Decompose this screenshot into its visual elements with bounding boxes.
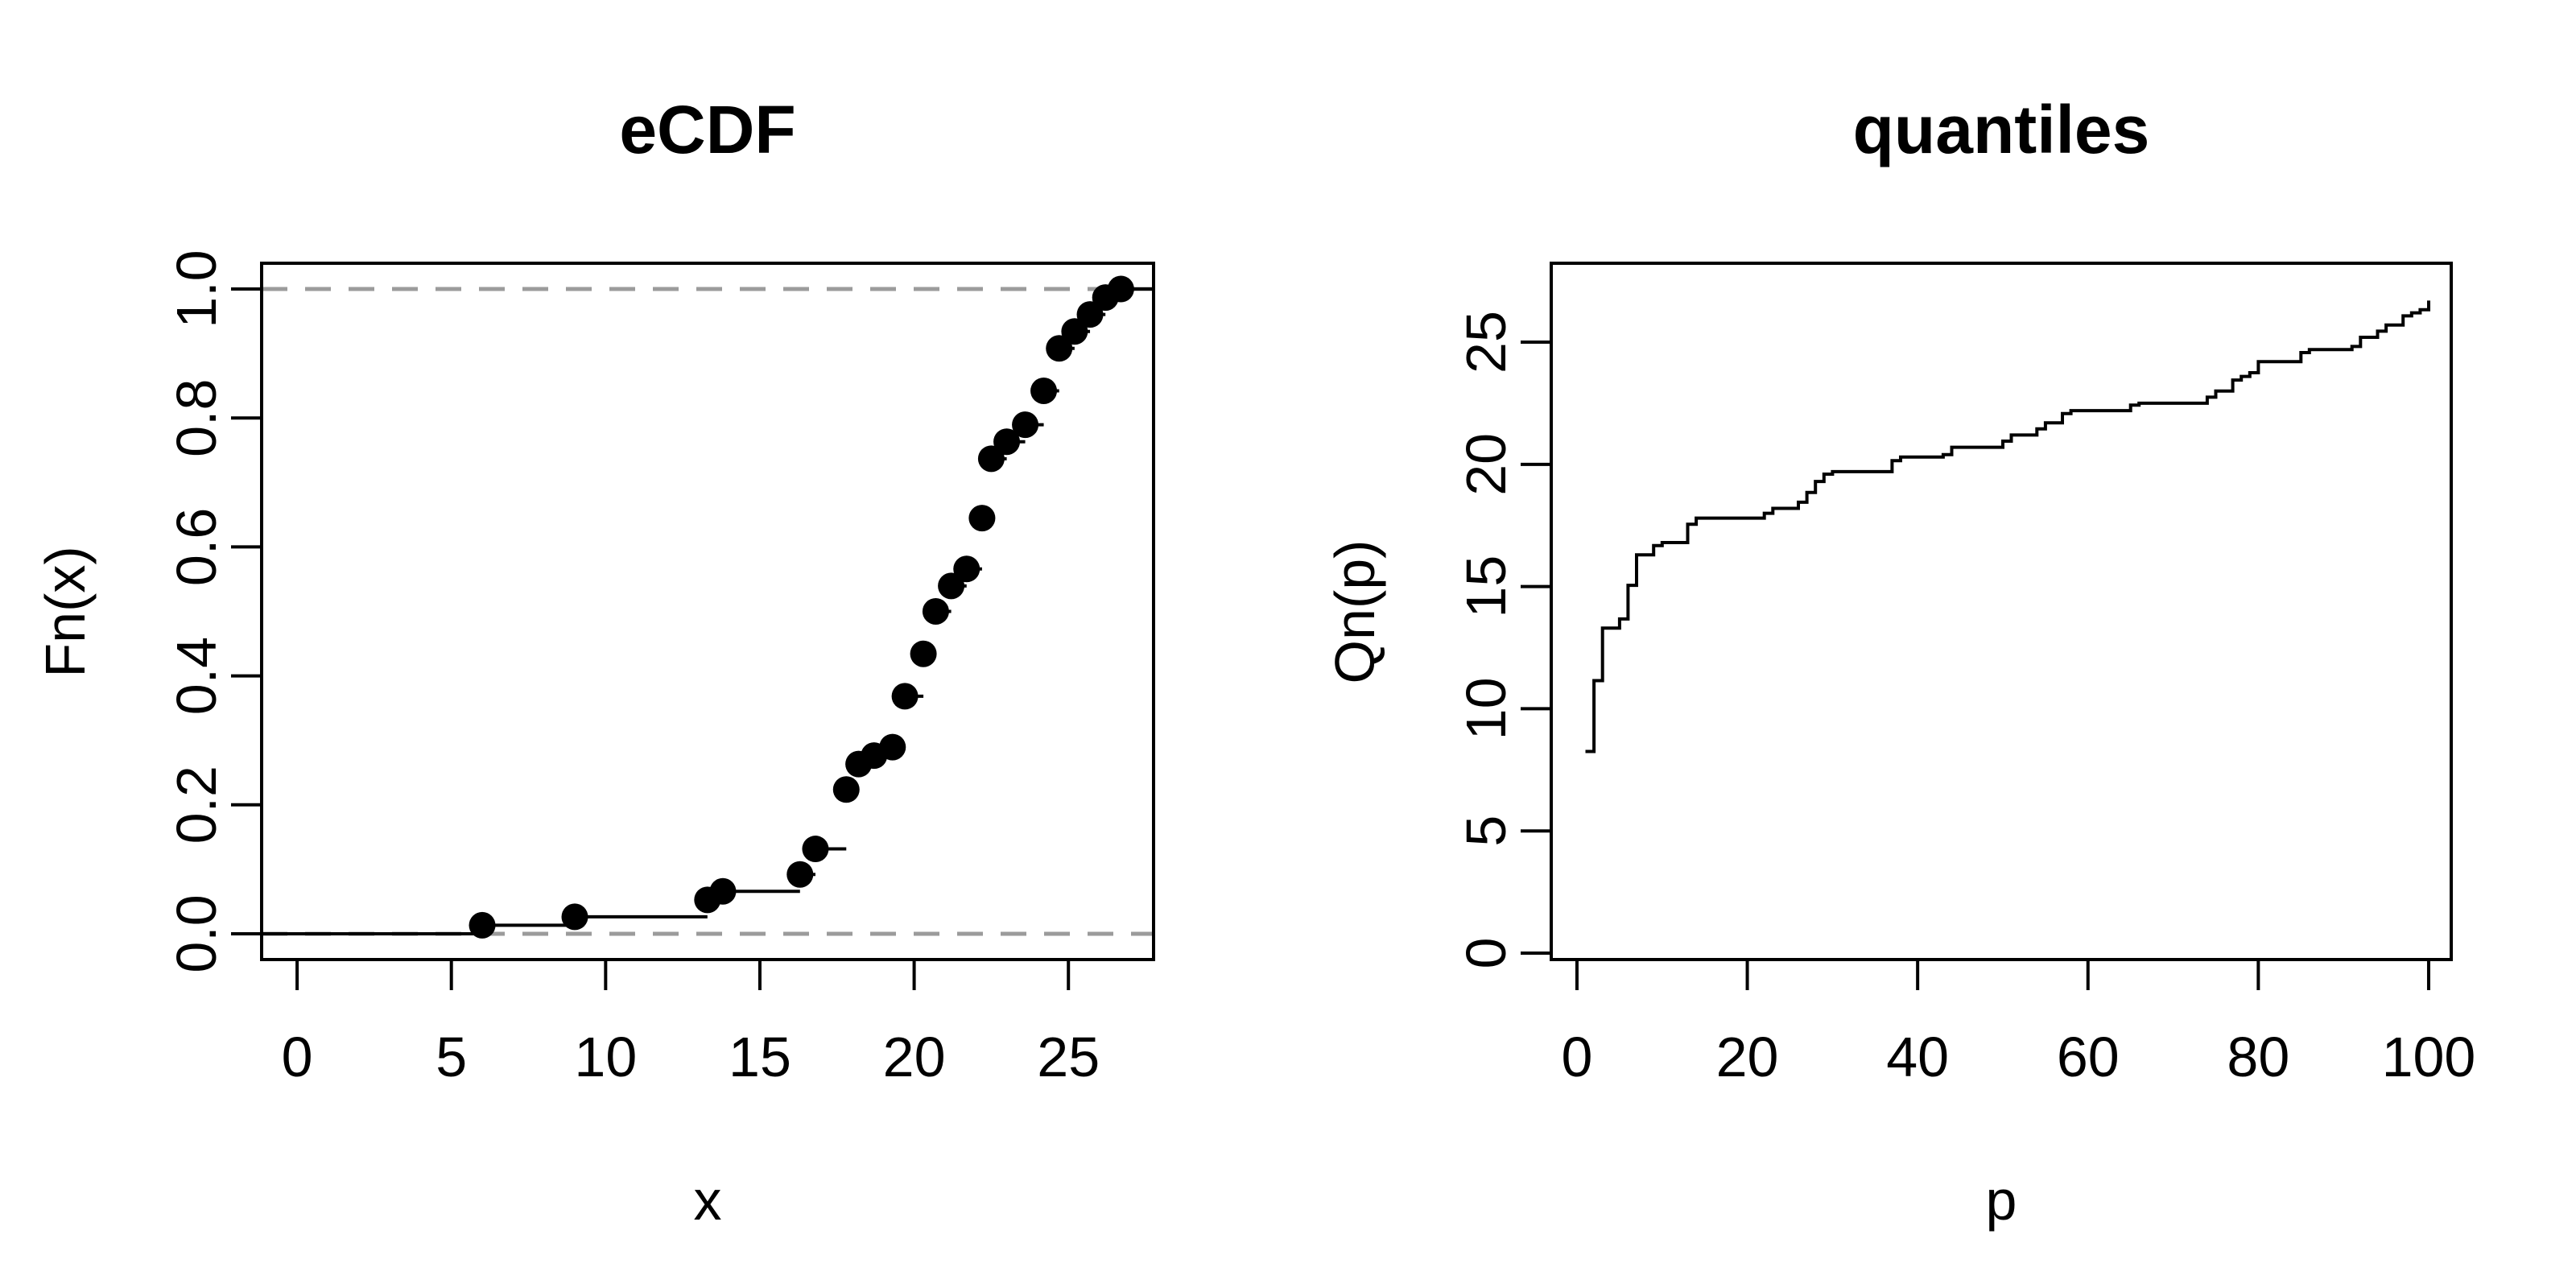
quantiles-title: quantiles [1853, 92, 2150, 167]
y-axis-tick-label: 10 [1455, 677, 1517, 740]
x-axis-tick-label: 25 [1037, 1026, 1100, 1088]
ecdf-panel: eCDF x Fn(x) 0 5 10 15 20 25 0.0 0.2 0.4 0.6 0.8 1.… [34, 92, 1155, 1232]
x-axis-tick-label: 0 [1561, 1026, 1592, 1088]
ecdf-point [832, 776, 860, 803]
plot-box [260, 262, 1155, 961]
ecdf-point [910, 640, 937, 667]
y-axis-tick-label: 0.2 [165, 766, 228, 844]
ecdf-point [879, 733, 906, 761]
x-axis-tick-label: 100 [2382, 1026, 2476, 1088]
ecdf-point [1061, 318, 1088, 345]
y-axis-tick-label: 0.6 [165, 508, 228, 586]
y-axis-tick-label: 0.8 [165, 379, 228, 457]
quantiles-panel: quantiles p Qn(p) 0 20 40 60 80 100 0 5 10 15 20 25 [1323, 92, 2475, 1232]
ecdf-point [891, 683, 919, 710]
ecdf-point [922, 598, 949, 625]
ecdf-point [561, 903, 588, 931]
ecdf-title: eCDF [619, 92, 795, 167]
ecdf-point [469, 911, 496, 939]
ecdf-point [1107, 275, 1134, 303]
x-axis-tick-label: 10 [574, 1026, 637, 1088]
x-axis-tick-label: 60 [2057, 1026, 2120, 1088]
ecdf-point [993, 428, 1021, 456]
ecdf-point [802, 836, 829, 863]
ecdf-xaxis-label: x [694, 1169, 722, 1232]
ecdf-plot-area: 0 5 10 15 20 25 0.0 0.2 0.4 0.6 0.8 1.0 [165, 250, 1155, 1088]
ecdf-point [968, 505, 996, 532]
quantiles-xaxis-label: p [1986, 1169, 2017, 1232]
y-axis-tick-label: 20 [1455, 433, 1517, 496]
x-axis-tick-label: 20 [1716, 1026, 1779, 1088]
quantiles-plot-area: 0 20 40 60 80 100 0 5 10 15 20 25 [1455, 262, 2476, 1088]
ecdf-point [977, 445, 1005, 473]
y-axis-tick-label: 0.4 [165, 637, 228, 715]
y-axis-tick-label: 0.0 [165, 894, 228, 972]
ecdf-point [786, 861, 814, 888]
y-axis-tick-label: 5 [1455, 815, 1517, 847]
y-axis-tick-label: 25 [1455, 311, 1517, 374]
x-axis-tick-label: 40 [1886, 1026, 1949, 1088]
x-axis-tick-label: 5 [436, 1026, 467, 1088]
ecdf-point [1076, 301, 1104, 328]
plot-box [1550, 262, 2453, 961]
x-axis-tick-label: 20 [883, 1026, 946, 1088]
ecdf-yaxis-label: Fn(x) [34, 546, 97, 677]
y-axis-tick-label: 1.0 [165, 250, 228, 328]
ecdf-point [1046, 335, 1073, 362]
ecdf-point [938, 572, 965, 600]
ecdf-point [1012, 411, 1039, 439]
quantile-step-curve [1585, 300, 2430, 753]
y-axis-tick-label: 0 [1455, 938, 1517, 969]
y-axis-tick-label: 15 [1455, 555, 1517, 618]
x-axis-tick-label: 15 [729, 1026, 791, 1088]
quantiles-yaxis-label: Qn(p) [1323, 540, 1386, 684]
x-axis-tick-label: 80 [2227, 1026, 2289, 1088]
x-axis-tick-label: 0 [282, 1026, 313, 1088]
ecdf-point [709, 877, 737, 905]
ecdf-point [1030, 378, 1058, 405]
ecdf-point [953, 555, 980, 583]
